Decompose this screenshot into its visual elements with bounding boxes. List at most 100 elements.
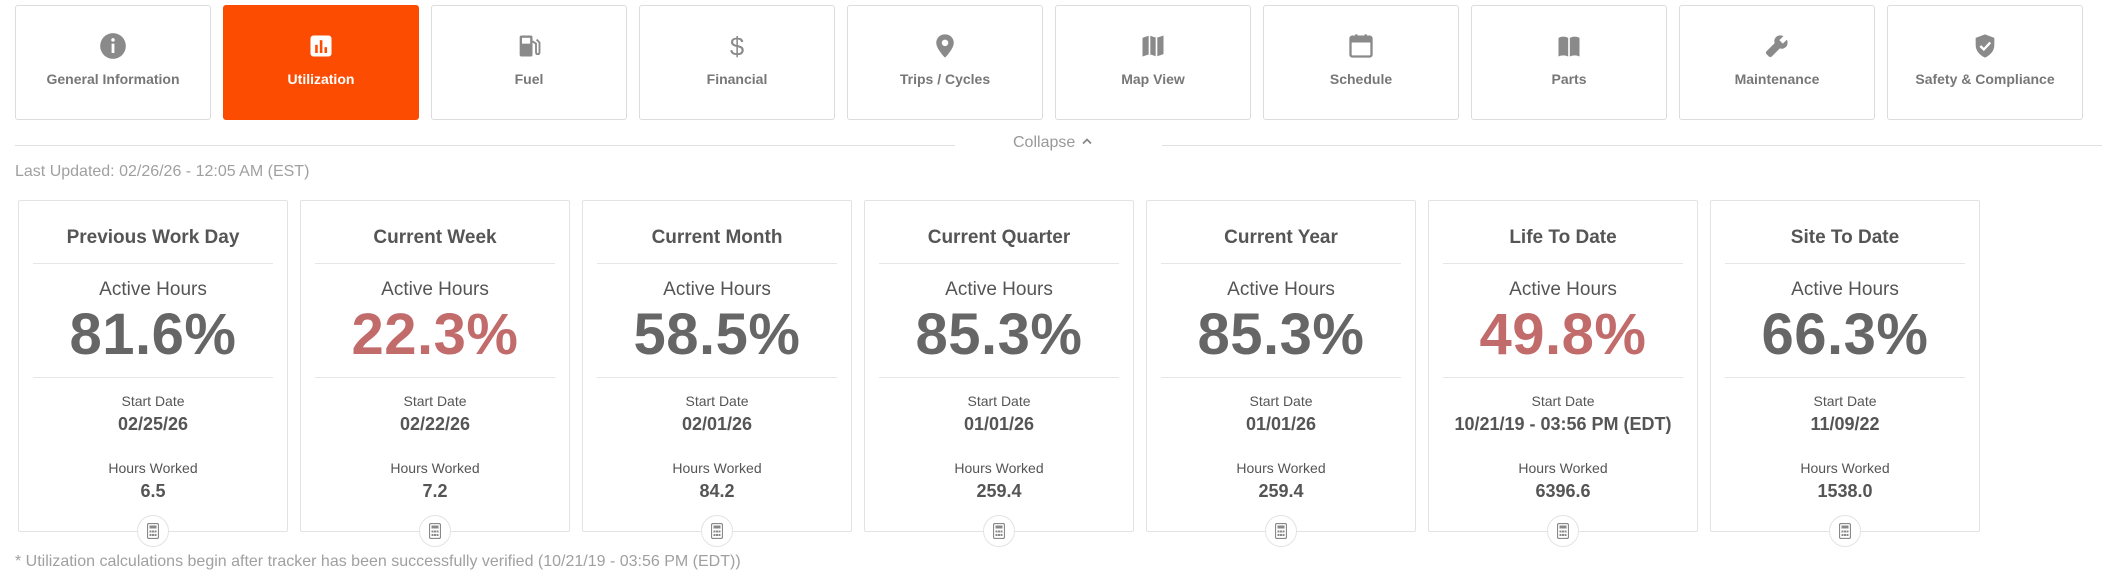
tab-fuel[interactable]: Fuel (431, 5, 627, 120)
tab-map-view[interactable]: Map View (1055, 5, 1251, 120)
bar-chart-icon (307, 31, 335, 61)
divider (33, 377, 273, 378)
map-pin-icon (931, 31, 959, 61)
start-date-label: Start Date (1531, 393, 1595, 409)
tab-label: Maintenance (1734, 71, 1820, 87)
start-date-value: 02/25/26 (117, 414, 189, 434)
calculator-icon (993, 523, 1005, 539)
utilization-card: Current Quarter Active Hours 85.3% Start… (864, 200, 1134, 547)
divider (1161, 263, 1401, 264)
tab-label: Map View (1121, 71, 1185, 87)
divider (315, 263, 555, 264)
utilization-cards: Previous Work Day Active Hours 81.6% Sta… (18, 200, 1980, 547)
tab-schedule[interactable]: Schedule (1263, 5, 1459, 120)
tab-label: Fuel (514, 71, 544, 87)
start-date-label: Start Date (121, 393, 185, 409)
hours-worked-value: 7.2 (422, 481, 448, 501)
hours-worked-label: Hours Worked (1800, 460, 1890, 476)
calculator-button[interactable] (419, 515, 451, 547)
tab-label: General Information (46, 71, 180, 87)
calculator-button[interactable] (983, 515, 1015, 547)
card-title: Current Year (1224, 227, 1338, 248)
calculator-button[interactable] (137, 515, 169, 547)
last-updated: Last Updated: 02/26/26 - 12:05 AM (EST) (15, 163, 310, 180)
metric-label: Active Hours (945, 279, 1053, 300)
divider (879, 377, 1119, 378)
divider-left (15, 145, 955, 146)
tab-safety-compliance[interactable]: Safety & Compliance (1887, 5, 2083, 120)
divider (33, 263, 273, 264)
calculator-button[interactable] (701, 515, 733, 547)
map-icon (1139, 31, 1167, 61)
calculator-icon (1557, 523, 1569, 539)
collapse-label: Collapse (1013, 134, 1076, 151)
collapse-toggle[interactable]: Collapse (1013, 134, 1093, 152)
calculator-icon (1275, 523, 1287, 539)
utilization-card: Current Year Active Hours 85.3% Start Da… (1146, 200, 1416, 547)
tab-general-information[interactable]: General Information (15, 5, 211, 120)
utilization-percentage: 66.3% (1761, 302, 1929, 367)
hours-worked-value: 259.4 (976, 481, 1022, 501)
book-icon (1555, 31, 1583, 61)
tab-trips-cycles[interactable]: Trips / Cycles (847, 5, 1043, 120)
tab-financial[interactable]: $ Financial (639, 5, 835, 120)
start-date-label: Start Date (685, 393, 749, 409)
start-date-value: 11/09/22 (1810, 414, 1880, 434)
start-date-value: 10/21/19 - 03:56 PM (EDT) (1454, 414, 1672, 434)
hours-worked-value: 84.2 (699, 481, 735, 501)
card-title: Life To Date (1509, 227, 1617, 248)
utilization-percentage: 49.8% (1479, 302, 1647, 367)
hours-worked-value: 6396.6 (1535, 481, 1591, 501)
calculator-icon (429, 523, 441, 539)
calculator-button[interactable] (1829, 515, 1861, 547)
tab-label: Trips / Cycles (899, 71, 991, 87)
footnote: * Utilization calculations begin after t… (15, 553, 741, 570)
metric-label: Active Hours (99, 279, 207, 300)
utilization-percentage: 85.3% (915, 302, 1083, 367)
divider (597, 377, 837, 378)
start-date-value: 01/01/26 (963, 414, 1035, 434)
utilization-card: Site To Date Active Hours 66.3% Start Da… (1710, 200, 1980, 547)
tab-label: Schedule (1329, 71, 1393, 87)
calculator-button[interactable] (1265, 515, 1297, 547)
utilization-card: Previous Work Day Active Hours 81.6% Sta… (18, 200, 288, 547)
metric-label: Active Hours (663, 279, 771, 300)
start-date-value: 02/22/26 (399, 414, 471, 434)
calculator-icon (711, 523, 723, 539)
calculator-button[interactable] (1547, 515, 1579, 547)
card-title: Current Week (373, 227, 497, 248)
utilization-percentage: 22.3% (351, 302, 519, 367)
shield-check-icon (1971, 31, 1999, 61)
tab-maintenance[interactable]: Maintenance (1679, 5, 1875, 120)
card-title: Current Month (651, 227, 783, 248)
wrench-icon (1763, 31, 1791, 61)
calculator-icon (147, 523, 159, 539)
tab-label: Utilization (287, 71, 355, 87)
svg-text:$: $ (730, 33, 744, 60)
utilization-percentage: 58.5% (633, 302, 801, 367)
start-date-label: Start Date (1813, 393, 1877, 409)
metric-label: Active Hours (1791, 279, 1899, 300)
start-date-value: 01/01/26 (1245, 414, 1317, 434)
tab-parts[interactable]: Parts (1471, 5, 1667, 120)
tab-label: Parts (1551, 71, 1587, 87)
metric-label: Active Hours (381, 279, 489, 300)
divider (597, 263, 837, 264)
hours-worked-value: 6.5 (140, 481, 166, 501)
info-icon (99, 31, 127, 61)
divider (1725, 263, 1965, 264)
chevron-up-icon (1081, 134, 1093, 152)
utilization-card: Current Week Active Hours 22.3% Start Da… (300, 200, 570, 547)
divider (1443, 263, 1683, 264)
hours-worked-label: Hours Worked (1518, 460, 1608, 476)
dollar-icon: $ (723, 31, 751, 61)
calendar-icon (1347, 31, 1375, 61)
divider-right (1162, 145, 2102, 146)
metric-label: Active Hours (1227, 279, 1335, 300)
tab-bar: General Information Utilization Fuel $ F… (15, 5, 2083, 120)
divider (1443, 377, 1683, 378)
tab-utilization[interactable]: Utilization (223, 5, 419, 120)
card-title: Previous Work Day (66, 227, 240, 248)
hours-worked-label: Hours Worked (1236, 460, 1326, 476)
divider (879, 263, 1119, 264)
